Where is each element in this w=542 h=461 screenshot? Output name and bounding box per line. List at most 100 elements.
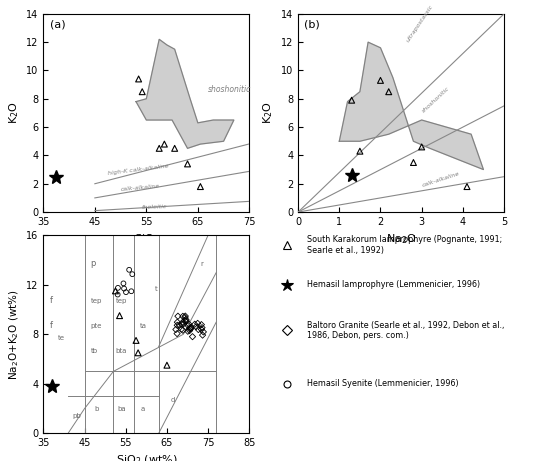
Polygon shape [339, 42, 483, 170]
Point [115, 312, 124, 319]
Text: shoshonitic: shoshonitic [422, 86, 451, 114]
Point [134, 75, 143, 83]
Point [160, 141, 169, 148]
Point [182, 317, 190, 325]
Point [184, 328, 192, 335]
Text: tep: tep [91, 298, 102, 304]
Text: d: d [171, 397, 176, 403]
Point [180, 317, 189, 325]
Text: calk-alkaline: calk-alkaline [422, 171, 461, 188]
Y-axis label: K$_2$O: K$_2$O [7, 101, 21, 124]
Point [182, 316, 190, 323]
Text: te: te [58, 336, 65, 342]
Point [183, 160, 192, 168]
Point [173, 313, 182, 320]
Point [185, 327, 194, 334]
Y-axis label: K$_2$O: K$_2$O [261, 101, 275, 124]
Point [177, 321, 186, 328]
Point [119, 280, 128, 287]
Text: bta: bta [115, 348, 127, 354]
Text: ultrapostassic: ultrapostassic [405, 4, 434, 43]
Point [193, 319, 202, 327]
Point [194, 326, 203, 333]
Text: (a): (a) [49, 20, 65, 30]
Text: r: r [200, 261, 203, 267]
Point [192, 323, 201, 331]
Text: b: b [95, 406, 99, 412]
Point [185, 325, 194, 332]
Point [190, 320, 199, 328]
Text: a: a [140, 406, 144, 412]
Point [196, 183, 205, 190]
Point [125, 266, 133, 273]
Point [417, 143, 426, 151]
Point [376, 77, 385, 84]
Point [128, 271, 137, 278]
Y-axis label: Na$_2$O+K$_2$O (wt%): Na$_2$O+K$_2$O (wt%) [7, 289, 21, 380]
Point [409, 159, 418, 166]
X-axis label: SiO$_2$ (wt%): SiO$_2$ (wt%) [115, 454, 177, 461]
Point [184, 322, 192, 330]
Text: pb: pb [72, 414, 81, 420]
Point [173, 322, 182, 329]
Point [185, 320, 193, 328]
Point [463, 183, 472, 190]
Text: p: p [91, 259, 96, 268]
Point [113, 291, 122, 298]
Point [172, 326, 180, 333]
X-axis label: SiO$_2$: SiO$_2$ [134, 232, 159, 246]
Point [181, 313, 190, 320]
Text: Hemasil Syenite (Lemmenicier, 1996): Hemasil Syenite (Lemmenicier, 1996) [307, 379, 459, 388]
Point [111, 287, 120, 295]
Text: Hemasil lamprophyre (Lemmenicier, 1996): Hemasil lamprophyre (Lemmenicier, 1996) [307, 280, 480, 289]
Point [173, 330, 182, 337]
Text: Baltoro Granite (Searle et al., 1992, Debon et al.,
1986, Debon, pers. com.): Baltoro Granite (Searle et al., 1992, De… [307, 320, 504, 340]
Text: shoshonitic: shoshonitic [208, 85, 251, 94]
Text: ba: ba [118, 406, 126, 412]
Text: f: f [49, 321, 53, 330]
Point [356, 148, 364, 155]
Text: high-K calk-alkaline: high-K calk-alkaline [108, 163, 169, 176]
Text: pte: pte [91, 323, 102, 329]
Point [186, 324, 195, 331]
Point [186, 325, 195, 332]
Point [178, 326, 187, 334]
Point [175, 321, 184, 329]
Point [186, 324, 195, 331]
Text: t: t [154, 286, 157, 292]
Point [199, 328, 208, 336]
Point [384, 88, 393, 95]
Point [134, 349, 143, 356]
Text: (b): (b) [304, 20, 320, 30]
Point [178, 319, 187, 326]
Polygon shape [136, 39, 234, 148]
Point [198, 324, 207, 331]
Point [178, 313, 187, 320]
Text: ta: ta [140, 323, 147, 329]
Point [347, 96, 356, 104]
X-axis label: Na$_2$O: Na$_2$O [386, 232, 416, 246]
Point [197, 325, 206, 333]
Text: tep: tep [115, 298, 127, 304]
Point [197, 321, 206, 328]
Point [180, 314, 189, 321]
Point [177, 325, 186, 333]
Point [179, 320, 188, 327]
Point [114, 284, 122, 291]
Text: f: f [49, 296, 53, 305]
Point [155, 145, 164, 152]
Point [132, 337, 140, 344]
Point [173, 319, 182, 326]
Text: calk-alkaline: calk-alkaline [121, 183, 160, 192]
Point [120, 285, 128, 292]
Text: tb: tb [91, 348, 98, 354]
Point [121, 289, 130, 296]
Text: tholeitic: tholeitic [141, 204, 167, 209]
Point [138, 88, 146, 95]
Point [127, 288, 136, 295]
Text: South Karakorum lamprophyre (Pognante, 1991;
Searle et al., 1992): South Karakorum lamprophyre (Pognante, 1… [307, 235, 502, 255]
Point [188, 333, 197, 340]
Point [163, 361, 171, 369]
Point [198, 331, 207, 339]
Point [170, 145, 179, 152]
